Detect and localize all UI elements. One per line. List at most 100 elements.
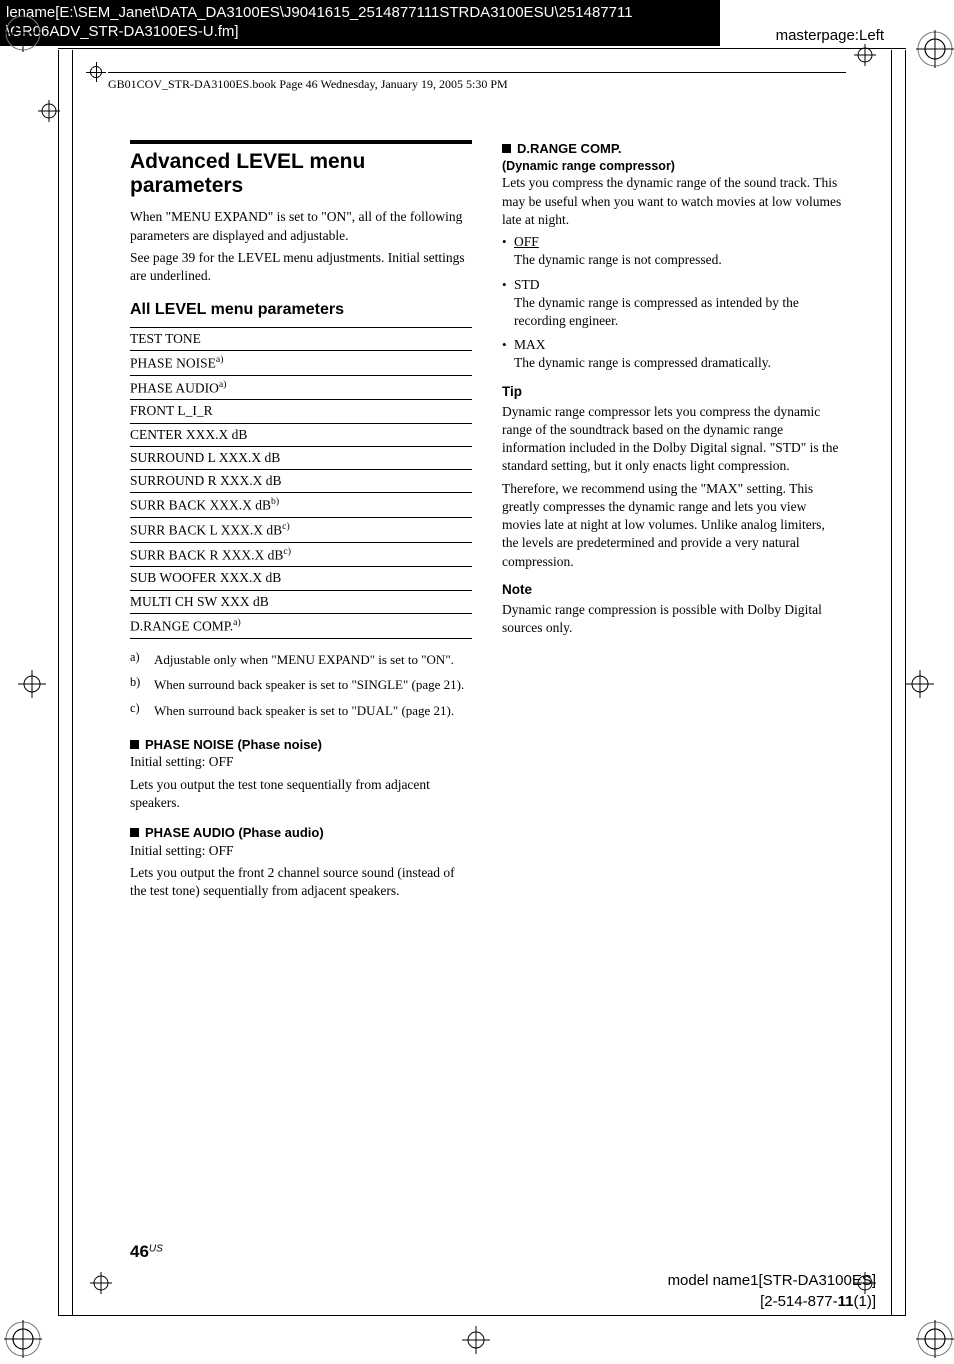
square-bullet-icon — [130, 740, 139, 749]
phase-audio-head-text: PHASE AUDIO (Phase audio) — [145, 824, 324, 842]
footnote-text: When surround back speaker is set to "SI… — [154, 676, 464, 698]
drange-option: OFF The dynamic range is not compressed. — [502, 233, 844, 269]
param-text: SURROUND L XXX.X dB — [130, 450, 280, 465]
param-row: SURR BACK R XXX.X dBc) — [130, 543, 472, 568]
book-header-text: GB01COV_STR-DA3100ES.book Page 46 Wednes… — [108, 77, 508, 91]
regmark-corner-br — [916, 1320, 954, 1358]
drange-options: OFF The dynamic range is not compressed. S… — [502, 233, 844, 373]
param-row: PHASE AUDIOa) — [130, 376, 472, 401]
phase-noise-head-text: PHASE NOISE (Phase noise) — [145, 736, 322, 754]
param-row: SURROUND L XXX.X dB — [130, 447, 472, 470]
book-header: GB01COV_STR-DA3100ES.book Page 46 Wednes… — [108, 72, 846, 92]
intro-para-2: See page 39 for the LEVEL menu adjustmen… — [130, 249, 472, 285]
footnotes-list: a)Adjustable only when "MENU EXPAND" is … — [130, 651, 472, 724]
guide-right-inner — [891, 50, 892, 1316]
tip-heading: Tip — [502, 383, 844, 401]
page-number-value: 46 — [130, 1242, 149, 1261]
left-column: Advanced LEVEL menu parameters When "MEN… — [130, 140, 472, 1234]
phase-noise-desc: Lets you output the test tone sequential… — [130, 776, 472, 812]
model-line-2b: 11 — [838, 1293, 854, 1310]
footnote-item: a)Adjustable only when "MENU EXPAND" is … — [130, 651, 472, 673]
param-text: SURR BACK XXX.X dB — [130, 498, 271, 513]
right-column: D.RANGE COMP. (Dynamic range compressor)… — [502, 140, 844, 1234]
drange-option-label: OFF — [514, 234, 539, 249]
regmark-mid-right — [906, 670, 934, 698]
param-text: SUB WOOFER XXX.X dB — [130, 570, 281, 585]
source-path-line1: lename[E:\SEM_Janet\DATA_DA3100ES\J90416… — [6, 4, 714, 23]
model-line-2a: [2-514-877- — [760, 1293, 838, 1310]
regmark-inner-tr — [854, 44, 876, 66]
param-text: CENTER XXX.X dB — [130, 427, 247, 442]
footnote-mark: c) — [130, 702, 148, 724]
param-text: SURROUND R XXX.X dB — [130, 473, 282, 488]
param-row: CENTER XXX.X dB — [130, 424, 472, 447]
phase-audio-desc: Lets you output the front 2 channel sour… — [130, 864, 472, 900]
param-row: SUB WOOFER XXX.X dB — [130, 567, 472, 590]
source-path-line2: \GR06ADV_STR-DA3100ES-U.fm] — [6, 23, 714, 42]
model-line-2: [2-514-877-11(1)] — [668, 1291, 876, 1312]
square-bullet-icon — [130, 828, 139, 837]
param-text: SURR BACK R XXX.X dB — [130, 547, 283, 562]
source-path-bar: lename[E:\SEM_Janet\DATA_DA3100ES\J90416… — [0, 0, 720, 46]
drange-option-desc: The dynamic range is compressed dramatic… — [514, 354, 844, 372]
tip-para-2: Therefore, we recommend using the "MAX" … — [502, 480, 844, 571]
param-text: SURR BACK L XXX.X dB — [130, 523, 282, 538]
regmark-corner-tl — [4, 14, 42, 52]
param-text: PHASE NOISE — [130, 355, 216, 370]
param-sup: a) — [216, 354, 224, 365]
phase-noise-init: Initial setting: OFF — [130, 753, 472, 771]
footnote-item: b)When surround back speaker is set to "… — [130, 676, 472, 698]
section-title: Advanced LEVEL menu parameters — [130, 150, 472, 198]
param-text: TEST TONE — [130, 331, 201, 346]
param-table: TEST TONEPHASE NOISEa)PHASE AUDIOa)FRONT… — [130, 327, 472, 639]
note-para: Dynamic range compression is possible wi… — [502, 601, 844, 637]
param-text: FRONT L_I_R — [130, 403, 213, 418]
phase-audio-init: Initial setting: OFF — [130, 842, 472, 860]
drange-option-desc: The dynamic range is not compressed. — [514, 251, 844, 269]
drange-option-label: STD — [514, 277, 540, 292]
param-row: MULTI CH SW XXX dB — [130, 591, 472, 614]
param-text: MULTI CH SW XXX dB — [130, 594, 269, 609]
drange-option: STDThe dynamic range is compressed as in… — [502, 276, 844, 331]
footnote-text: When surround back speaker is set to "DU… — [154, 702, 454, 724]
param-sup: a) — [233, 617, 241, 628]
param-sup: a) — [219, 379, 227, 390]
param-text: PHASE AUDIO — [130, 380, 219, 395]
drange-option: MAX The dynamic range is compressed drama… — [502, 336, 844, 372]
square-bullet-icon — [502, 144, 511, 153]
regmark-mid-left — [18, 670, 46, 698]
param-sup: b) — [271, 496, 279, 507]
guide-left-outer — [58, 50, 59, 1316]
tip-para-1: Dynamic range compressor lets you compre… — [502, 403, 844, 476]
guide-top — [58, 48, 906, 49]
subheading-all-level: All LEVEL menu parameters — [130, 299, 472, 321]
regmark-inner-tl — [38, 100, 60, 122]
drange-option-label: MAX — [514, 337, 546, 352]
drange-desc: Lets you compress the dynamic range of t… — [502, 174, 844, 229]
param-row: SURR BACK XXX.X dBb) — [130, 493, 472, 518]
param-text: D.RANGE COMP. — [130, 618, 233, 633]
param-row: TEST TONE — [130, 328, 472, 351]
param-sup: c) — [282, 521, 290, 532]
title-rule — [130, 140, 472, 144]
param-sup: c) — [283, 546, 291, 557]
guide-left-inner — [72, 50, 73, 1316]
param-row: SURROUND R XXX.X dB — [130, 470, 472, 493]
page-number: 46US — [130, 1241, 163, 1264]
page-content: Advanced LEVEL menu parameters When "MEN… — [130, 140, 844, 1234]
drange-head: D.RANGE COMP. — [502, 140, 844, 158]
page-region: US — [149, 1244, 163, 1255]
footnote-mark: a) — [130, 651, 148, 673]
intro-para-1: When "MENU EXPAND" is set to "ON", all o… — [130, 208, 472, 244]
model-line-1: model name1[STR-DA3100ES] — [668, 1270, 876, 1291]
regmark-inner-bl — [90, 1272, 112, 1294]
param-row: SURR BACK L XXX.X dBc) — [130, 518, 472, 543]
param-row: FRONT L_I_R — [130, 400, 472, 423]
phase-audio-head: PHASE AUDIO (Phase audio) — [130, 824, 472, 842]
param-row: D.RANGE COMP.a) — [130, 614, 472, 638]
note-heading: Note — [502, 581, 844, 599]
guide-bottom — [58, 1315, 906, 1316]
regmark-mid-bottom — [462, 1326, 490, 1354]
regmark-corner-bl — [4, 1320, 42, 1358]
param-row: PHASE NOISEa) — [130, 351, 472, 376]
